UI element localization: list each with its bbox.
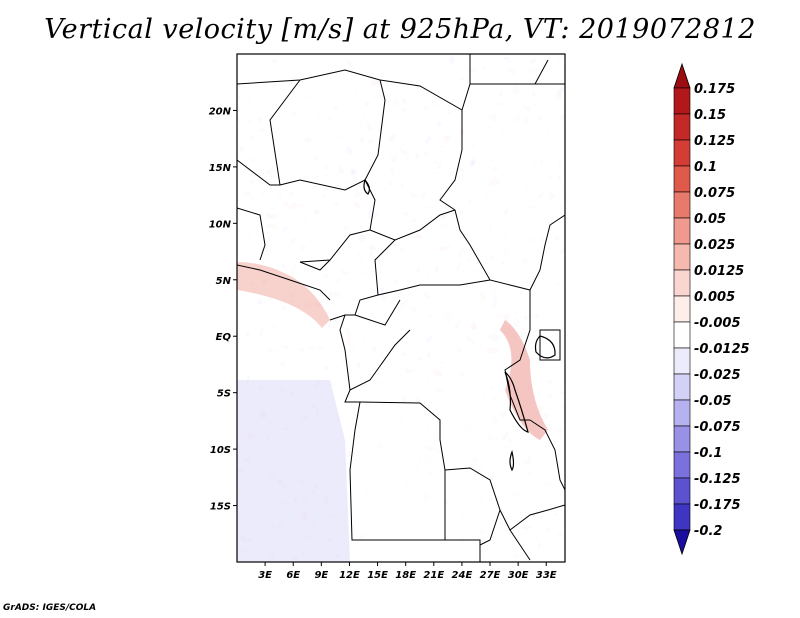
colorbar-swatch — [673, 347, 691, 375]
colorbar-swatch — [673, 503, 691, 531]
colorbar-label: -0.075 — [694, 420, 741, 435]
longitude-ticks: 3E 6E 9E 12E 15E 18E 21E 24E 27E 30E 33E — [258, 562, 557, 581]
lon-tick-label: 24E — [452, 570, 473, 581]
colorbar-swatch — [673, 425, 691, 453]
lat-tick-label: EQ — [216, 332, 232, 343]
lon-tick-label: 27E — [480, 570, 501, 581]
lon-tick-label: 15E — [367, 570, 388, 581]
lon-tick-label: 30E — [508, 570, 529, 581]
colorbar-swatch — [673, 191, 691, 219]
lat-tick-label: 10S — [210, 445, 231, 456]
colorbar-label: -0.125 — [694, 472, 741, 487]
lat-tick-label: 20N — [209, 106, 232, 117]
lake-outlines — [363, 178, 556, 472]
colorbar-swatch — [673, 399, 691, 427]
lon-tick-label: 33E — [536, 570, 557, 581]
lon-tick-label: 3E — [258, 570, 272, 581]
lat-tick-label: 5S — [217, 389, 231, 400]
velocity-field — [237, 54, 565, 562]
lat-tick-label: 5N — [216, 276, 232, 287]
colorbar-top-cap — [673, 62, 691, 89]
colorbar-swatch — [673, 243, 691, 271]
colorbar-label: -0.05 — [694, 394, 731, 409]
colorbar-swatch — [673, 477, 691, 505]
colorbar-label: 0.005 — [694, 290, 735, 305]
colorbar-swatch — [673, 113, 691, 141]
colorbar-label: 0.1 — [694, 160, 717, 175]
lon-tick-label: 6E — [286, 570, 300, 581]
lon-tick-label: 21E — [423, 570, 444, 581]
colorbar-label: -0.1 — [694, 446, 722, 461]
colorbar-label: -0.0125 — [694, 342, 750, 357]
colorbar-label: 0.125 — [694, 134, 735, 149]
colorbar-swatch — [673, 295, 691, 323]
map-title: Vertical velocity [m/s] at 925hPa, VT: 2… — [44, 14, 756, 45]
country-borders — [237, 54, 565, 562]
colorbar-label: -0.025 — [694, 368, 741, 383]
grads-credit: GrADS: IGES/COLA — [3, 603, 97, 613]
colorbar: 0.175 0.15 0.125 0.1 0.075 0.05 0.025 0.0125 0.0… — [673, 62, 750, 556]
map-frame — [236, 53, 566, 563]
colorbar-label: 0.175 — [694, 82, 735, 97]
colorbar-label: -0.2 — [694, 524, 722, 539]
colorbar-label: 0.025 — [694, 238, 735, 253]
colorbar-label: -0.005 — [694, 316, 741, 331]
colorbar-label: 0.075 — [694, 186, 735, 201]
colorbar-bottom-cap — [673, 529, 691, 556]
lon-tick-label: 18E — [395, 570, 416, 581]
colorbar-label: 0.05 — [694, 212, 726, 227]
lat-tick-label: 15S — [210, 502, 231, 513]
colorbar-swatch — [673, 139, 691, 167]
colorbar-swatch — [673, 87, 691, 115]
latitude-ticks: 20N 15N 10N 5N EQ 5S 10S 15S — [209, 106, 237, 513]
lat-tick-label: 10N — [209, 219, 232, 230]
colorbar-swatch — [673, 217, 691, 245]
colorbar-swatch — [673, 165, 691, 193]
lat-tick-label: 15N — [209, 163, 232, 174]
colorbar-label: 0.0125 — [694, 264, 744, 279]
colorbar-swatch — [673, 269, 691, 297]
colorbar-swatch — [673, 451, 691, 479]
colorbar-label: -0.175 — [694, 498, 741, 513]
lon-tick-label: 12E — [339, 570, 360, 581]
colorbar-swatch — [673, 321, 691, 349]
colorbar-label: 0.15 — [694, 108, 726, 123]
lon-tick-label: 9E — [314, 570, 328, 581]
colorbar-swatch — [673, 373, 691, 401]
